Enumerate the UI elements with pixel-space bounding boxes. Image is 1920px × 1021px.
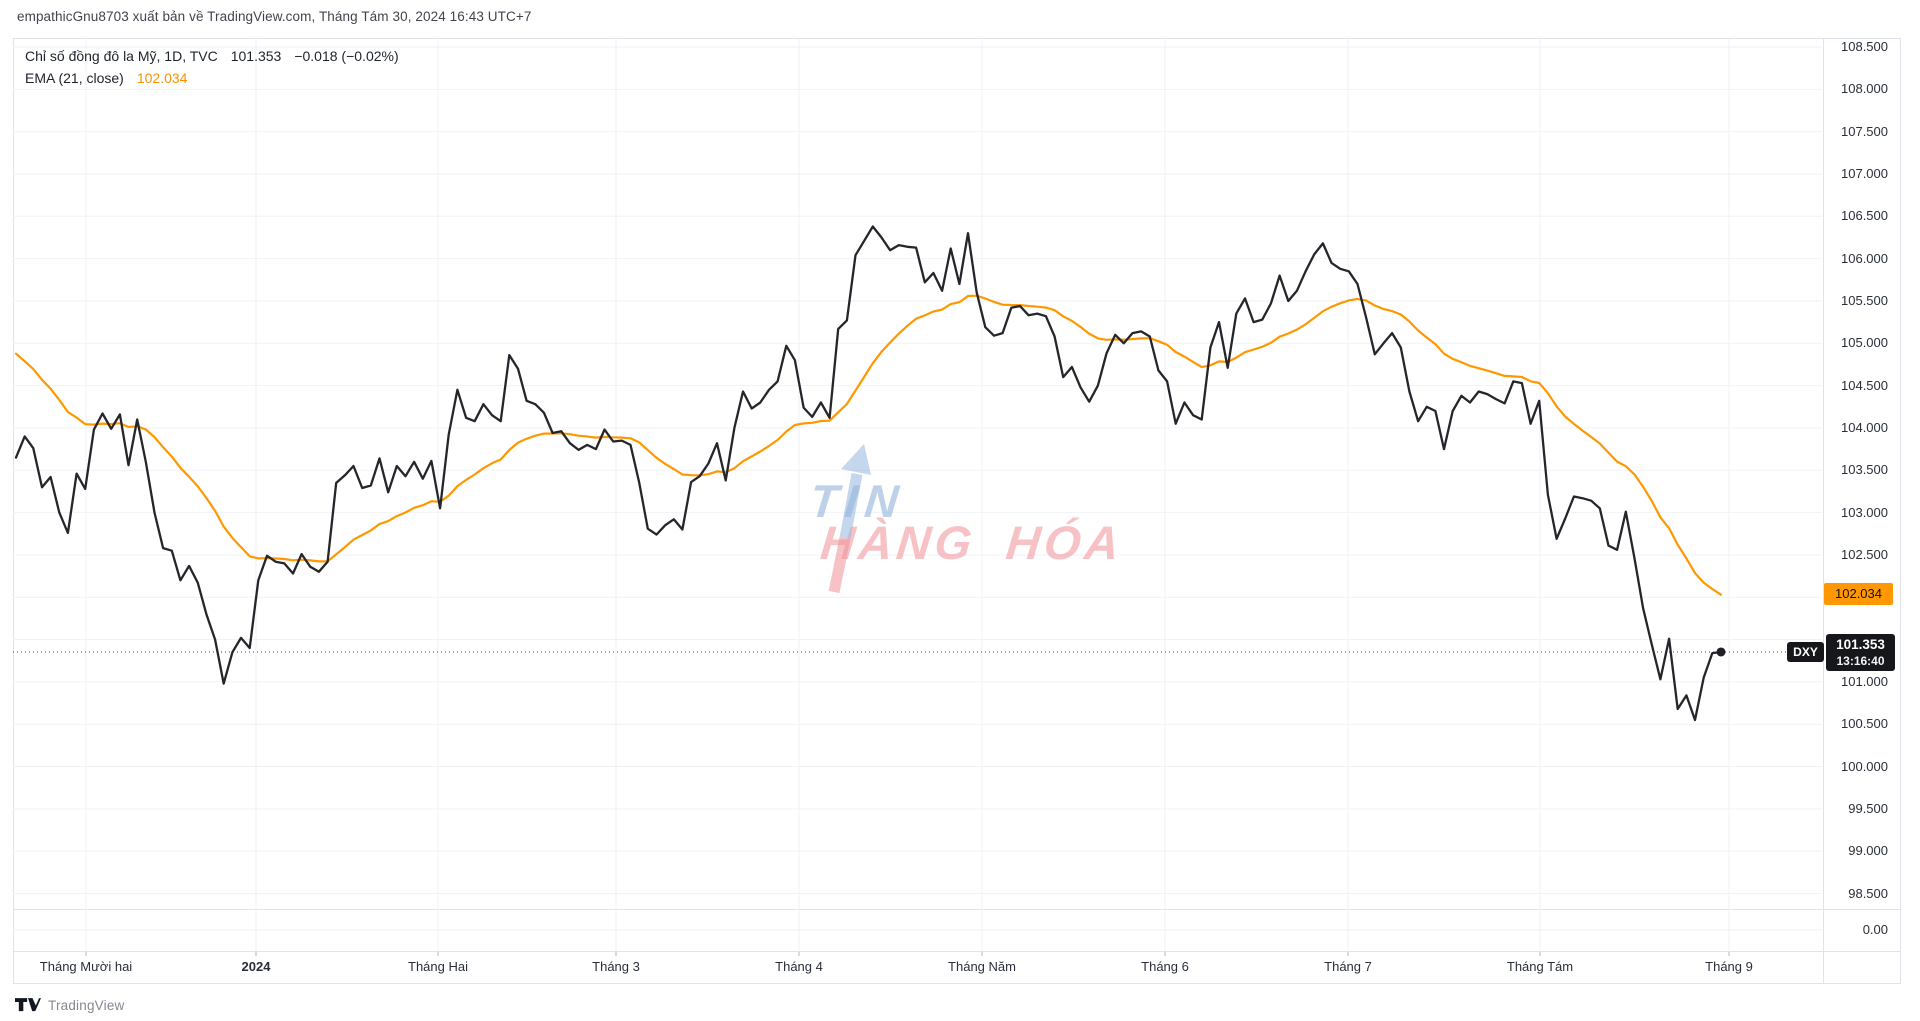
x-axis-label: Tháng Năm xyxy=(948,959,1016,974)
y-axis-label: 98.500 xyxy=(1848,885,1888,901)
y-axis-label: 106.500 xyxy=(1841,208,1888,224)
y-axis-label: 108.000 xyxy=(1841,81,1888,97)
y-axis-label: 101.000 xyxy=(1841,673,1888,689)
last-price-time: 13:16:40 xyxy=(1836,653,1885,668)
x-axis-label: Tháng 3 xyxy=(592,959,640,974)
y-axis-label: 100.500 xyxy=(1841,716,1888,732)
publisher-line[interactable]: empathicGnu8703 xuất bản về TradingView.… xyxy=(17,9,532,24)
y-axis-label: 106.000 xyxy=(1841,250,1888,266)
legend-ema-value: 102.034 xyxy=(136,70,188,86)
time-axis-border xyxy=(13,951,1901,952)
y-axis-label: 108.500 xyxy=(1841,39,1888,54)
symbol-badge: DXY xyxy=(1787,641,1824,662)
x-axis-label: Tháng Mười hai xyxy=(39,959,133,974)
y-axis-label: 102.500 xyxy=(1841,546,1888,562)
legend-last-price: 101.353 xyxy=(230,48,282,64)
y-axis-label: 107.500 xyxy=(1841,123,1888,139)
legend-main-row[interactable]: Chỉ số đồng đô la Mỹ, 1D, TVC 101.353 −0… xyxy=(25,45,399,67)
y-axis-label: 100.000 xyxy=(1841,758,1888,774)
legend: Chỉ số đồng đô la Mỹ, 1D, TVC 101.353 −0… xyxy=(25,45,399,89)
x-axis-label: Tháng Hai xyxy=(408,959,468,974)
y-axis-label: 105.000 xyxy=(1841,335,1888,351)
y-axis-label: 104.500 xyxy=(1841,377,1888,393)
last-price-value: 101.353 xyxy=(1836,636,1885,652)
x-axis-label: Tháng 6 xyxy=(1141,959,1189,974)
legend-ema-row[interactable]: EMA (21, close) 102.034 xyxy=(25,67,399,89)
y-axis-label: 103.000 xyxy=(1841,504,1888,520)
ema-last-value-badge: 102.034 xyxy=(1824,583,1893,606)
y-axis-label: 104.000 xyxy=(1841,419,1888,435)
y-axis-label: 105.500 xyxy=(1841,292,1888,308)
tradingview-logo[interactable]: TradingView xyxy=(15,997,125,1013)
x-axis-label: Tháng 4 xyxy=(775,959,823,974)
legend-ema-label: EMA (21, close) xyxy=(25,70,124,86)
x-axis-label: Tháng 7 xyxy=(1324,959,1372,974)
tradingview-mark-icon xyxy=(15,998,41,1012)
pane-separator[interactable] xyxy=(13,909,1901,910)
chart-frame xyxy=(13,38,1901,984)
x-axis-label: Tháng 9 xyxy=(1705,959,1753,974)
y-axis-label: 99.500 xyxy=(1848,800,1888,816)
tradingview-wordmark: TradingView xyxy=(48,997,125,1013)
chart-plot-area[interactable] xyxy=(13,38,1823,909)
x-axis-label: 2024 xyxy=(241,959,271,974)
legend-change: −0.018 (−0.02%) xyxy=(294,48,399,64)
last-price-badge: 101.353 13:16:40 xyxy=(1826,633,1895,671)
x-axis-label: Tháng Tám xyxy=(1506,959,1574,974)
y-axis-label: 107.000 xyxy=(1841,165,1888,181)
legend-title: Chỉ số đồng đô la Mỹ, 1D, TVC xyxy=(25,48,218,64)
y-axis-label: 103.500 xyxy=(1841,462,1888,478)
y-axis-label-lower-pane: 0.00 xyxy=(1862,922,1888,937)
price-axis-border xyxy=(1823,38,1824,984)
y-axis-label: 99.000 xyxy=(1848,843,1888,859)
